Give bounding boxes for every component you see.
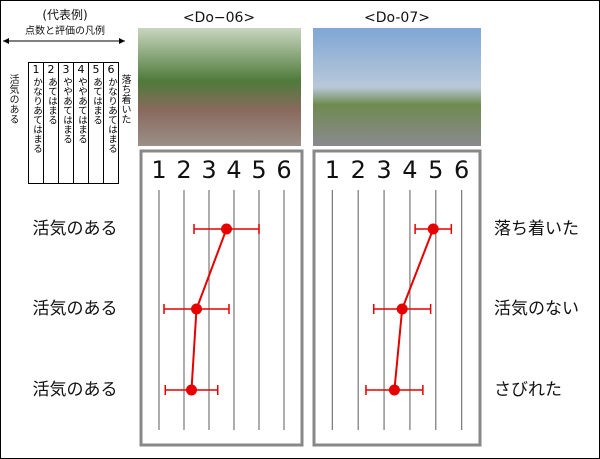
- chart-title: <Do-07>: [364, 10, 430, 26]
- point: [427, 223, 439, 235]
- row-label: さびれた: [494, 380, 562, 400]
- legend-table: 1 かなりあてはまる 2 あてはまる 3 ややあてはまる 4 ややあてはまる 5 あてはまる 6 かな…: [28, 62, 119, 184]
- legend-column: 3 ややあてはまる: [58, 63, 73, 183]
- x-tick-label: 6: [276, 156, 291, 184]
- legend-column: 5 あてはまる: [88, 63, 103, 183]
- row-label: 活気のない: [494, 299, 579, 319]
- legend-text: ややあてはまる: [76, 77, 87, 144]
- photo: [138, 28, 301, 146]
- photo: [313, 28, 481, 146]
- x-tick-label: 4: [402, 156, 417, 184]
- legend-score: 1: [32, 63, 40, 76]
- x-tick-label: 3: [201, 156, 216, 184]
- legend-column: 2 あてはまる: [43, 63, 58, 183]
- row-label: 活気のある: [33, 299, 118, 319]
- chart-title: <Do−06>: [183, 10, 255, 26]
- legend-text: あてはまる: [91, 77, 102, 125]
- legend-score: 6: [107, 63, 115, 76]
- x-tick-label: 5: [251, 156, 266, 184]
- point: [396, 303, 408, 315]
- legend-column: 1 かなりあてはまる: [29, 63, 43, 183]
- legend-text: かなりあてはまる: [106, 77, 117, 153]
- point: [221, 223, 232, 235]
- point: [388, 384, 400, 396]
- legend-column: 4 ややあてはまる: [73, 63, 88, 183]
- x-tick-label: 6: [454, 156, 469, 184]
- x-tick-label: 4: [226, 156, 241, 184]
- x-tick-label: 2: [351, 156, 366, 184]
- point: [191, 303, 202, 315]
- panel-frame: [139, 149, 304, 447]
- row-label: 活気のある: [33, 380, 118, 400]
- point: [186, 384, 197, 396]
- x-tick-label: 1: [151, 156, 166, 184]
- row-label: 活気のある: [33, 219, 118, 239]
- legend-subtitle: 点数と評価の凡例: [25, 26, 105, 37]
- x-tick-label: 2: [176, 156, 191, 184]
- legend-text: ややあてはまる: [61, 77, 72, 144]
- legend-score: 5: [92, 63, 100, 76]
- legend-text: あてはまる: [46, 77, 57, 125]
- legend-text: かなりあてはまる: [31, 77, 42, 153]
- legend-title: (代表例): [42, 8, 88, 22]
- legend-right: 落ち着いた: [119, 74, 130, 124]
- legend-column: 6 かなりあてはまる: [103, 63, 118, 183]
- legend-score: 4: [77, 63, 85, 76]
- row-label: 落ち着いた: [494, 219, 579, 239]
- legend-score: 3: [62, 63, 70, 76]
- legend-left: 活気のある: [7, 74, 18, 124]
- x-tick-label: 1: [325, 156, 340, 184]
- panel-frame: [312, 149, 482, 447]
- x-tick-label: 5: [428, 156, 443, 184]
- x-tick-label: 3: [376, 156, 391, 184]
- legend-score: 2: [47, 63, 55, 76]
